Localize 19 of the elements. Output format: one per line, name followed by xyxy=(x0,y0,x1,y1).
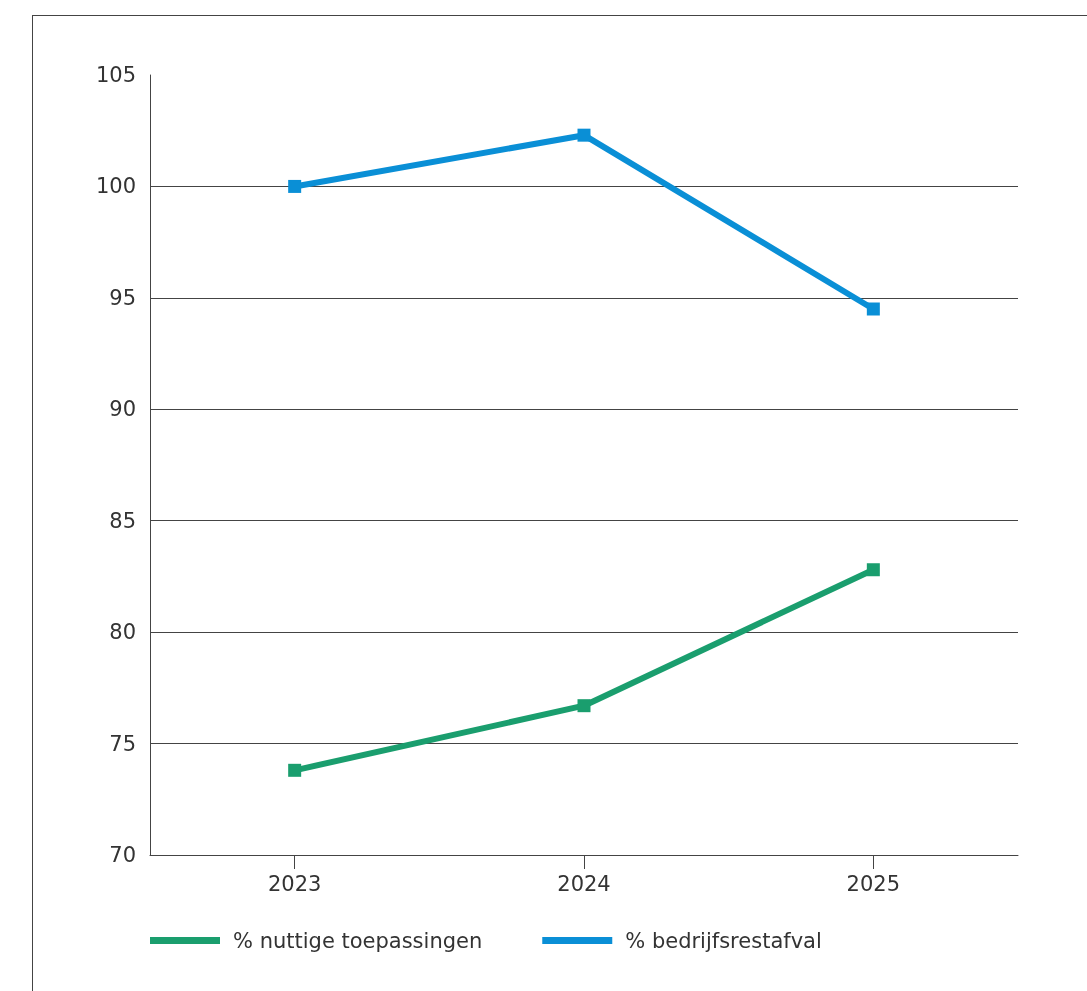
point xyxy=(288,179,302,193)
point xyxy=(866,302,880,316)
point xyxy=(577,128,591,142)
y-tick-label: 105 xyxy=(95,63,136,87)
y-tick-label: 70 xyxy=(109,843,136,867)
y-tick-label: 75 xyxy=(109,731,136,756)
y-tick-label: 85 xyxy=(109,508,136,533)
point xyxy=(288,763,302,777)
point xyxy=(577,699,591,713)
y-tick-label: 95 xyxy=(109,285,136,310)
y-tick-label: 100 xyxy=(95,174,136,199)
legend-label: % nuttige toepassingen xyxy=(233,928,483,953)
x-tick-label: 2024 xyxy=(557,871,611,896)
x-tick-label: 2023 xyxy=(267,871,322,896)
y-tick-label: 90 xyxy=(109,397,136,422)
y-tick-label: 80 xyxy=(109,620,136,645)
legend-label: % bedrijfsrestafval xyxy=(625,928,822,953)
point xyxy=(866,563,880,577)
x-tick-label: 2025 xyxy=(846,871,901,896)
